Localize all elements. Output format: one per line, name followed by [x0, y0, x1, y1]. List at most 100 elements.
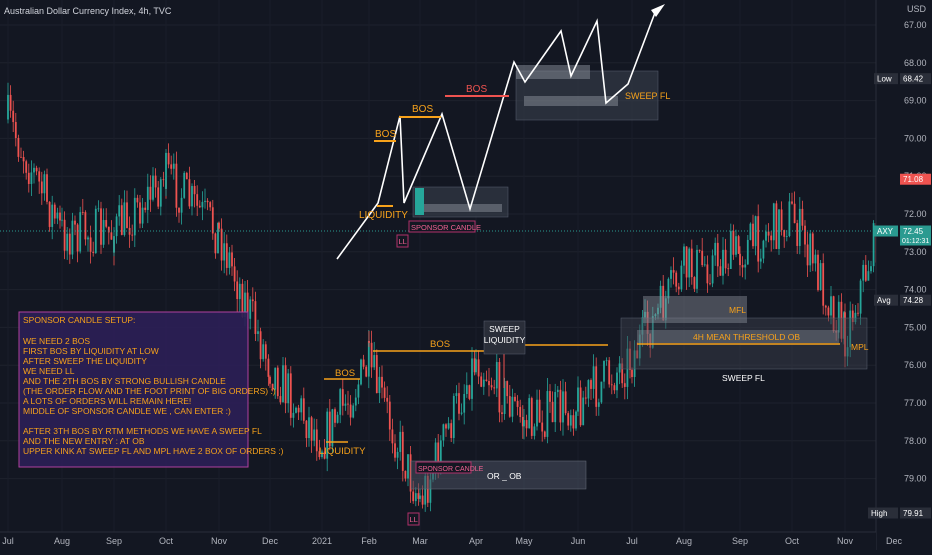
candle-body	[651, 316, 654, 348]
x-tick-labels: Jul Aug Sep Oct Nov Dec 2021 Feb Mar Apr May Jun Jul…	[2, 536, 902, 546]
bos-label-lower-1: BOS	[335, 368, 355, 379]
upper-order-box	[516, 65, 590, 79]
candle-body	[501, 412, 503, 414]
lower-order-box	[524, 96, 618, 106]
candle-body	[600, 381, 603, 403]
candle-body	[465, 385, 468, 394]
time-axis-bg	[0, 532, 876, 550]
candle-body	[417, 493, 420, 499]
candle-body	[450, 423, 453, 438]
liquidity-label-lower: LIQUIDITY	[319, 446, 366, 457]
candle-body	[349, 404, 352, 418]
candle-body	[414, 493, 417, 502]
candle-body	[123, 202, 126, 235]
candle-body	[141, 207, 144, 224]
price-axis-bg	[876, 0, 932, 550]
candle-body	[105, 220, 108, 227]
price-tags: 68.42 Low 71.08 72.45 01:12:31 AXY 74.28 Avg 79.…	[868, 73, 931, 519]
candle-body	[762, 240, 765, 259]
candle-body	[378, 376, 381, 394]
candle-body	[554, 392, 557, 423]
y-tick-label: 69.00	[904, 96, 927, 106]
y-tick-label: 77.00	[904, 398, 927, 408]
candle-body	[746, 239, 749, 265]
candle-body	[683, 246, 685, 266]
candle-body	[46, 174, 48, 202]
candle-body	[822, 263, 825, 306]
x-tick-label: 2021	[312, 536, 332, 546]
candle-body	[209, 202, 212, 208]
x-tick-label: Aug	[676, 536, 692, 546]
candle-body	[241, 283, 244, 317]
price-tag-name: High	[871, 509, 887, 518]
candle-body	[714, 242, 717, 256]
candle-body	[538, 399, 541, 423]
price-tag-countdown: 01:12:31	[902, 238, 929, 245]
candle-body	[321, 451, 323, 458]
candle-body	[437, 442, 440, 474]
candle-body	[584, 397, 587, 399]
candle-body	[426, 475, 429, 503]
candle-body	[859, 280, 862, 314]
candle-body	[629, 348, 631, 370]
candle-body	[698, 249, 701, 251]
candle-body	[172, 163, 175, 169]
candle-body	[211, 207, 214, 234]
setup-line: AFTER SWEEP THE LIQUIDITY	[23, 356, 147, 366]
candle-body	[214, 233, 217, 254]
candle-body	[809, 233, 812, 266]
price-tag-name: Low	[877, 75, 892, 84]
candle-body	[562, 391, 564, 423]
setup-line: MIDDLE OF SPONSOR CANDLE WE , CAN ENTER …	[23, 406, 231, 416]
candle-body	[659, 285, 662, 308]
candle-body	[477, 359, 480, 377]
candle-body	[519, 406, 522, 418]
candle-body	[778, 209, 780, 249]
candle-body	[608, 360, 611, 385]
candle-body	[204, 200, 206, 202]
candle-body	[223, 243, 226, 261]
candle-body	[14, 122, 17, 138]
mean-threshold-label: 4H MEAN THRESHOLD OB	[693, 332, 800, 342]
candle-body	[835, 331, 838, 333]
currency-label: USD	[907, 4, 927, 14]
candle-body	[735, 236, 737, 255]
candle-body	[370, 342, 373, 368]
candle-body	[455, 393, 458, 396]
candle-body	[220, 228, 223, 261]
candle-body	[244, 292, 246, 317]
candle-body	[572, 415, 575, 429]
candle-body	[43, 174, 46, 194]
y-tick-label: 75.00	[904, 322, 927, 332]
candle-body	[488, 381, 490, 386]
candle-body	[373, 355, 376, 368]
mfl-label: MFL	[729, 305, 746, 315]
candle-body	[772, 203, 775, 241]
x-tick-label: Dec	[886, 536, 903, 546]
price-axis[interactable]: USD 67.0068.0069.0070.0071.0072.0073.007…	[868, 0, 932, 550]
time-axis[interactable]: Jul Aug Sep Oct Nov Dec 2021 Feb Mar Apr May Jun Jul…	[0, 531, 902, 550]
y-tick-label: 74.00	[904, 285, 927, 295]
candle-body	[354, 397, 357, 406]
x-tick-label: Nov	[211, 536, 228, 546]
candle-body	[613, 385, 616, 391]
price-tag-name: AXY	[877, 227, 894, 236]
price-tag-value: 71.08	[903, 175, 924, 184]
candle-body	[396, 451, 399, 458]
bos-label-lower-2: BOS	[430, 339, 450, 350]
candle-body	[267, 358, 270, 377]
candle-body	[711, 255, 714, 284]
candle-body	[445, 424, 447, 429]
candle-body	[175, 163, 178, 208]
candle-body	[17, 137, 20, 157]
candle-body	[516, 400, 519, 407]
candle-body	[719, 266, 722, 276]
x-tick-label: Feb	[361, 536, 377, 546]
candle-body	[819, 263, 822, 291]
candle-body	[217, 222, 219, 254]
candle-body	[336, 414, 339, 423]
candle-body	[796, 223, 799, 246]
candle-body	[110, 232, 113, 240]
